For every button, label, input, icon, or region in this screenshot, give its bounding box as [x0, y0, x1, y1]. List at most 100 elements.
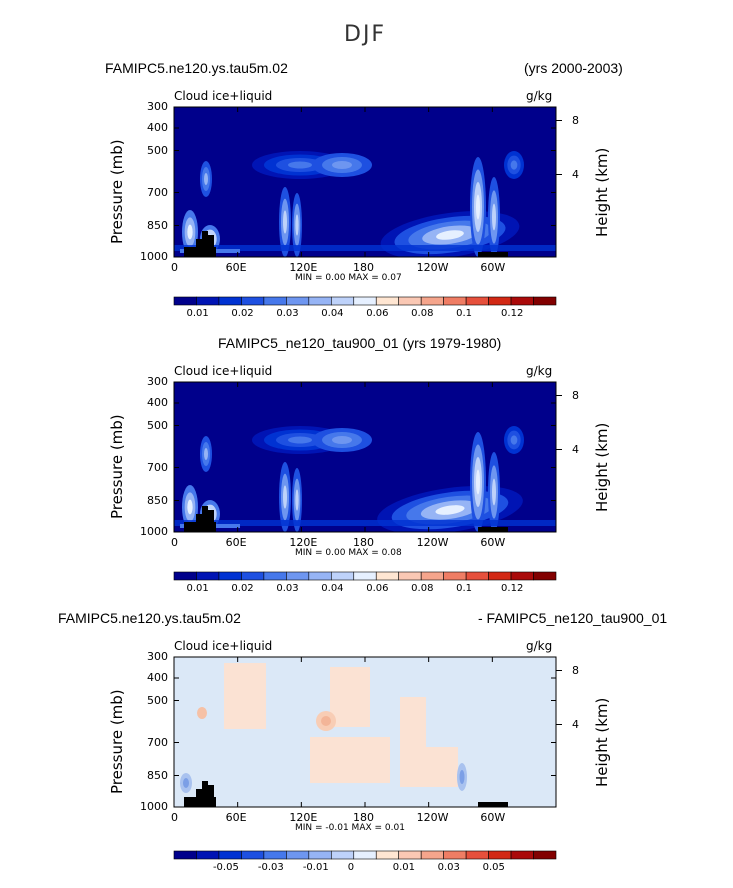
- panel-1-title-left: FAMIPC5.ne120.ys.tau5m.02: [105, 60, 288, 76]
- x-tick-label: 120W: [416, 811, 449, 824]
- contour-fill: [476, 194, 480, 220]
- y-right-tick-label: 8: [572, 663, 579, 677]
- contour-fill: [459, 770, 465, 784]
- x-tick-label: 180: [353, 811, 374, 824]
- y-tick-label: 300: [147, 650, 168, 663]
- surface-band: [174, 520, 556, 526]
- colorbar-label: 0.1: [456, 583, 473, 594]
- y-right-tick-label: 4: [572, 167, 579, 181]
- colorbar-label: 0.01: [392, 862, 415, 873]
- colorbar-label: 0.12: [501, 308, 524, 319]
- colorbar-swatch: [375, 850, 400, 860]
- colorbar-swatch: [375, 571, 400, 581]
- colorbar-swatch: [398, 850, 422, 860]
- colorbar-swatch: [488, 296, 512, 306]
- colorbar-label: 0.06: [366, 308, 389, 319]
- contour-fill: [332, 161, 352, 169]
- y-tick-label: 400: [147, 121, 168, 134]
- topography-block: [478, 527, 508, 532]
- colorbar-label: 0: [347, 862, 355, 873]
- y-tick-label: 850: [147, 768, 168, 782]
- contour-fill: [476, 469, 480, 495]
- x-tick-label: 0: [171, 536, 178, 549]
- colorbar-swatch: [196, 296, 220, 306]
- colorbar-swatch: [263, 571, 287, 581]
- colorbar-swatch: [420, 571, 444, 581]
- colorbar-swatch: [241, 571, 265, 581]
- colorbar-swatch: [465, 296, 489, 306]
- contour-fill: [187, 224, 193, 240]
- colorbar-swatch: [353, 296, 377, 306]
- variable-label: Cloud ice+liquid: [174, 89, 273, 103]
- panel-1: [173, 106, 562, 306]
- surface-band: [174, 245, 556, 251]
- colorbar-swatch: [510, 850, 534, 860]
- contour-fill: [435, 505, 465, 515]
- contour-fill: [283, 210, 287, 234]
- x-tick-label: 0: [171, 261, 178, 274]
- colorbar-swatch: [420, 296, 444, 306]
- x-tick-label: 120E: [289, 536, 318, 549]
- x-tick-label: 180: [353, 261, 374, 274]
- panel-3: [173, 656, 562, 860]
- colorbar-swatch: [488, 571, 512, 581]
- x-tick-label: 0: [171, 811, 178, 824]
- colorbar-label: 0.06: [366, 583, 389, 594]
- colorbar-label: 0.05: [482, 862, 505, 873]
- contour-fill: [332, 436, 352, 444]
- y-tick-label: 850: [147, 493, 168, 507]
- colorbar-swatch: [398, 571, 422, 581]
- colorbar-swatch: [218, 571, 242, 581]
- colorbar-swatch: [510, 296, 534, 306]
- contour-fill: [187, 499, 193, 515]
- colorbar-label: 0.02: [231, 308, 254, 319]
- colorbar-swatch: [308, 571, 332, 581]
- y-tick-label: 1000: [140, 800, 168, 813]
- contour-fill: [436, 230, 464, 240]
- colorbar-swatch: [465, 850, 489, 860]
- x-tick-label: 60E: [225, 536, 247, 549]
- y-tick-label: 500: [147, 418, 168, 432]
- contour-fill: [492, 478, 496, 506]
- colorbar-label: -0.03: [257, 862, 284, 873]
- y-tick-label: 700: [147, 460, 168, 474]
- colorbar-label: -0.05: [212, 862, 239, 873]
- colorbar-swatch: [241, 296, 265, 306]
- colorbar-swatch: [286, 296, 310, 306]
- contour-fill: [288, 161, 312, 169]
- x-tick-label: 120E: [289, 261, 318, 274]
- colorbar-swatch: [196, 850, 220, 860]
- colorbar-swatch: [241, 850, 265, 860]
- colorbar-label: 0.12: [501, 583, 524, 594]
- colorbar-swatch: [533, 296, 557, 306]
- contour-fill: [204, 448, 208, 460]
- topography-block: [184, 506, 216, 532]
- y-right-tick-label: 8: [572, 388, 579, 402]
- y-tick-label: 400: [147, 396, 168, 409]
- colorbar-label: 0.03: [437, 862, 460, 873]
- positive-anomaly: [310, 737, 390, 783]
- colorbar-swatch: [443, 571, 467, 581]
- colorbar-swatch: [330, 850, 355, 860]
- x-tick-label: 120W: [416, 536, 449, 549]
- x-tick-label: 60W: [480, 261, 506, 274]
- topography-block: [478, 802, 508, 807]
- colorbar-label: 0.04: [321, 583, 344, 594]
- colorbar-swatch: [533, 850, 557, 860]
- colorbar-swatch: [286, 571, 310, 581]
- plot-area: [174, 657, 556, 807]
- x-tick-label: 120W: [416, 261, 449, 274]
- colorbar-swatch: [218, 850, 242, 860]
- contour-fill: [197, 707, 207, 719]
- x-tick-label: 180: [353, 536, 374, 549]
- colorbar-swatch: [330, 296, 355, 306]
- units-label: g/kg: [526, 89, 553, 103]
- y-tick-label: 1000: [140, 525, 168, 538]
- colorbar-swatch: [488, 850, 512, 860]
- x-tick-label: 60W: [480, 811, 506, 824]
- colorbar-label: 0.04: [321, 308, 344, 319]
- y-right-tick-label: 4: [572, 442, 579, 456]
- contour-fill: [295, 214, 299, 236]
